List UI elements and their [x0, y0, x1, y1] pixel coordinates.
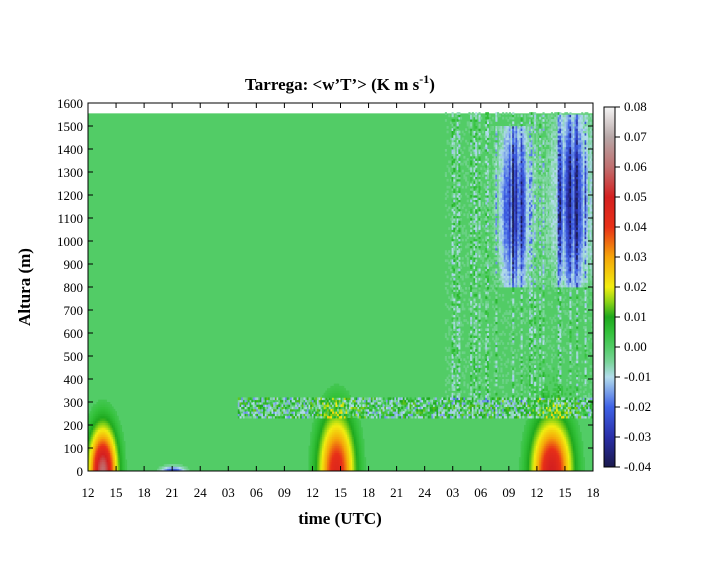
x-tick-label: 18: [138, 485, 151, 500]
y-tick-label: 1600: [57, 96, 83, 111]
colorbar-tick-label: -0.03: [624, 429, 651, 444]
x-tick-label: 24: [194, 485, 208, 500]
x-tick-label: 06: [250, 485, 264, 500]
colorbar-tick-label: 0.07: [624, 129, 647, 144]
x-tick-label: 15: [558, 485, 571, 500]
y-tick-label: 1400: [57, 142, 83, 157]
y-tick-label: 1100: [57, 211, 83, 226]
colorbar: 0.08 0.07 0.06 0.05 0.04 0.03 0.02 0.01 0.00 -0.0…: [604, 99, 652, 474]
y-tick-label: 1500: [57, 119, 83, 134]
colorbar-ticks: 0.08 0.07 0.06 0.05 0.04 0.03 0.02 0.01 0.00 -0.0…: [615, 99, 652, 474]
colorbar-tick-label: 0.06: [624, 159, 647, 174]
x-tick-label: 09: [278, 485, 291, 500]
x-tick-label: 06: [474, 485, 488, 500]
chart-title: Tarrega: <w’T’> (K m s-1): [245, 72, 435, 94]
x-tick-label: 12: [306, 485, 319, 500]
y-tick-label: 0: [77, 464, 84, 479]
colorbar-tick-label: 0.04: [624, 219, 647, 234]
colorbar-tick-label: 0.02: [624, 279, 647, 294]
y-tick-label: 600: [64, 326, 84, 341]
colorbar-tick-label: 0.00: [624, 339, 647, 354]
x-tick-label: 12: [530, 485, 543, 500]
x-tick-label: 15: [110, 485, 123, 500]
x-tick-label: 18: [362, 485, 375, 500]
heatmap-field: [88, 103, 593, 471]
colorbar-tick-label: -0.01: [624, 369, 651, 384]
y-tick-label: 900: [64, 257, 84, 272]
colorbar-tick-label: 0.08: [624, 99, 647, 114]
x-tick-label: 12: [82, 485, 95, 500]
x-tick-label: 03: [222, 485, 235, 500]
colorbar-tick-label: -0.02: [624, 399, 651, 414]
chart-title-superscript: -1: [419, 72, 429, 86]
heatmap-cells: [88, 112, 593, 471]
y-tick-label: 500: [64, 349, 84, 364]
colorbar-scale: [604, 107, 615, 467]
x-tick-label: 21: [390, 485, 403, 500]
y-tick-label: 1200: [57, 188, 83, 203]
x-tick-label: 21: [166, 485, 179, 500]
y-tick-label: 200: [64, 418, 84, 433]
x-tick-label: 03: [446, 485, 459, 500]
x-tick-label: 09: [502, 485, 515, 500]
y-tick-label: 700: [64, 303, 84, 318]
x-axis-label: time (UTC): [298, 509, 382, 528]
colorbar-tick-label: 0.01: [624, 309, 647, 324]
y-tick-label: 100: [64, 441, 84, 456]
y-tick-label: 1300: [57, 165, 83, 180]
colorbar-tick-label: -0.04: [624, 459, 652, 474]
y-tick-label: 1000: [57, 234, 83, 249]
x-tick-label: 24: [418, 485, 432, 500]
y-tick-label: 300: [64, 395, 84, 410]
colorbar-tick-label: 0.05: [624, 189, 647, 204]
y-axis-label: Altura (m): [15, 248, 34, 326]
x-tick-label: 18: [587, 485, 600, 500]
y-tick-label: 800: [64, 280, 84, 295]
colorbar-tick-label: 0.03: [624, 249, 647, 264]
x-tick-label: 15: [334, 485, 347, 500]
y-tick-label: 400: [64, 372, 84, 387]
